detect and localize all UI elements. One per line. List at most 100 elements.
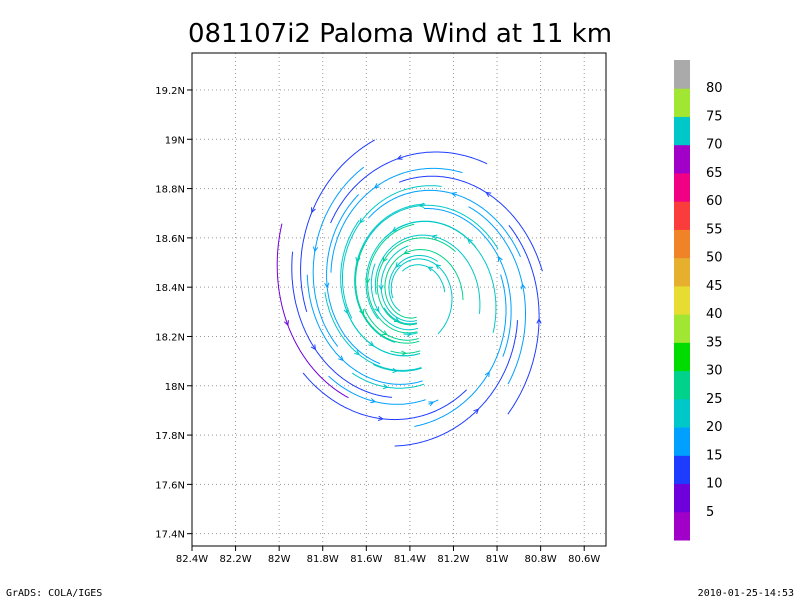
y-axis-ticks: 17.4N 17.6N 17.8N 18N 18.2N 18.4N 18.6N 18.8N 19… (155, 86, 192, 541)
streamline-arrow-38 (497, 255, 503, 262)
streamline-33 (414, 274, 507, 427)
x-tick-label: 81.8W (307, 554, 339, 565)
streamline-arrow-20 (310, 344, 317, 351)
y-tick-label: 19.2N (155, 86, 185, 97)
colorbar-label: 70 (706, 138, 723, 153)
streamline-arrow-1 (485, 191, 492, 198)
streamline-arrow-5 (382, 256, 388, 263)
colorbar-label: 45 (706, 279, 723, 294)
streamline-4 (365, 220, 477, 320)
x-tick-label: 81W (486, 554, 509, 565)
streamline-arrow-24 (381, 330, 388, 336)
streamline-arrow-39 (467, 238, 473, 244)
streamline-38 (423, 208, 512, 357)
streamline-arrow-7 (396, 154, 403, 160)
streamline-arrow-6 (395, 262, 401, 269)
colorbar-swatch-4 (674, 398, 690, 428)
y-tick-label: 18N (165, 382, 185, 393)
colorbar-swatch-1 (674, 483, 690, 513)
streamline-arrow-33 (484, 371, 490, 378)
colorbar-swatch-2 (674, 455, 690, 485)
colorbar-label: 75 (706, 109, 723, 124)
x-tick-label: 80.8W (525, 554, 557, 565)
colorbar-label: 65 (706, 166, 723, 181)
streamline-arrow-34 (428, 401, 435, 407)
streamline-arrow-13 (311, 207, 316, 214)
streamline-arrow-19 (283, 320, 289, 327)
streamline-arrow-22 (354, 349, 360, 356)
streamline-arrow-31 (406, 331, 413, 338)
colorbar-label: 35 (706, 335, 723, 350)
colorbar-label: 55 (706, 222, 723, 237)
streamline-arrow-18 (374, 306, 380, 313)
streamline-arrow-9 (359, 217, 365, 224)
y-tick-label: 18.2N (155, 332, 185, 343)
streamline-arrow-14 (312, 246, 319, 253)
streamline-arrow-2 (450, 192, 457, 197)
colorbar-swatch-13 (674, 144, 690, 174)
colorbar-label: 40 (706, 307, 723, 322)
streamline-arrow-21 (338, 355, 344, 362)
y-tick-label: 18.4N (155, 283, 185, 294)
streamline-arrow-25 (394, 317, 401, 322)
y-tick-label: 18.8N (155, 185, 185, 196)
colorbar-swatch-7 (674, 314, 690, 343)
streamline-5 (376, 237, 456, 326)
streamline-arrow-11 (364, 278, 371, 285)
colorbar-label: 20 (706, 420, 723, 435)
colorbar-swatch-16 (674, 60, 690, 89)
colorbar-swatch-3 (674, 427, 690, 456)
streamline-40 (374, 234, 481, 314)
streamline-arrow-41 (403, 249, 410, 255)
x-tick-label: 82W (268, 554, 291, 565)
streamline-arrow-32 (473, 408, 480, 415)
colorbar: 5 10 15 20 25 30 35 40 45 50 55 60 65 70 75 80 (674, 60, 723, 541)
x-tick-label: 82.2W (220, 554, 252, 565)
x-axis-ticks: 82.4W 82.2W 82W 81.8W 81.6W 81.4W 81.2W 81W 80.8… (176, 546, 600, 565)
x-tick-label: 80.6W (568, 554, 600, 565)
colorbar-label: 30 (706, 364, 723, 379)
x-tick-label: 81.4W (394, 554, 426, 565)
colorbar-swatch-11 (674, 201, 690, 230)
colorbar-swatch-12 (674, 172, 690, 202)
streamline-10 (354, 203, 426, 343)
streamline-arrow-36 (536, 317, 542, 324)
x-tick-label: 82.4W (176, 554, 208, 565)
streamline-arrow-37 (520, 283, 526, 290)
colorbar-label: 25 (706, 392, 723, 407)
streamlines (276, 139, 543, 447)
y-tick-label: 19N (165, 135, 185, 146)
y-tick-label: 17.4N (155, 530, 185, 541)
colorbar-swatch-8 (674, 285, 690, 315)
streamline-arrow-17 (359, 309, 365, 316)
colorbar-swatch-15 (674, 88, 690, 117)
streamline-arrow-28 (382, 383, 389, 390)
chart-title: 081107i2 Paloma Wind at 11 km (188, 19, 612, 49)
streamline-15 (326, 194, 381, 365)
streamline-3 (356, 204, 499, 269)
colorbar-label: 10 (706, 477, 723, 492)
y-tick-label: 17.6N (155, 480, 185, 491)
streamline-arrow-12 (378, 284, 384, 291)
colorbar-swatch-10 (674, 229, 690, 259)
colorbar-swatch-14 (674, 116, 690, 146)
colorbar-label: 60 (706, 194, 723, 209)
streamline-arrow-29 (392, 367, 399, 374)
colorbar-swatch-5 (674, 370, 690, 400)
plot-frame (191, 52, 607, 547)
streamline-arrow-40 (431, 234, 438, 240)
streamline-arrow-15 (324, 282, 330, 289)
x-tick-label: 81.2W (437, 554, 469, 565)
streamline-arrow-30 (401, 350, 408, 356)
colorbar-label: 15 (706, 448, 723, 463)
streamline-arrow-23 (368, 341, 375, 347)
x-tick-label: 81.6W (350, 554, 382, 565)
y-tick-label: 17.8N (155, 431, 185, 442)
footer-left: GrADS: COLA/IGES (6, 588, 102, 599)
streamline-arrow-35 (435, 264, 441, 270)
colorbar-swatch-9 (674, 257, 690, 287)
colorbar-label: 5 (706, 505, 714, 520)
colorbar-label: 80 (706, 81, 723, 96)
streamline-arrow-26 (377, 415, 385, 421)
